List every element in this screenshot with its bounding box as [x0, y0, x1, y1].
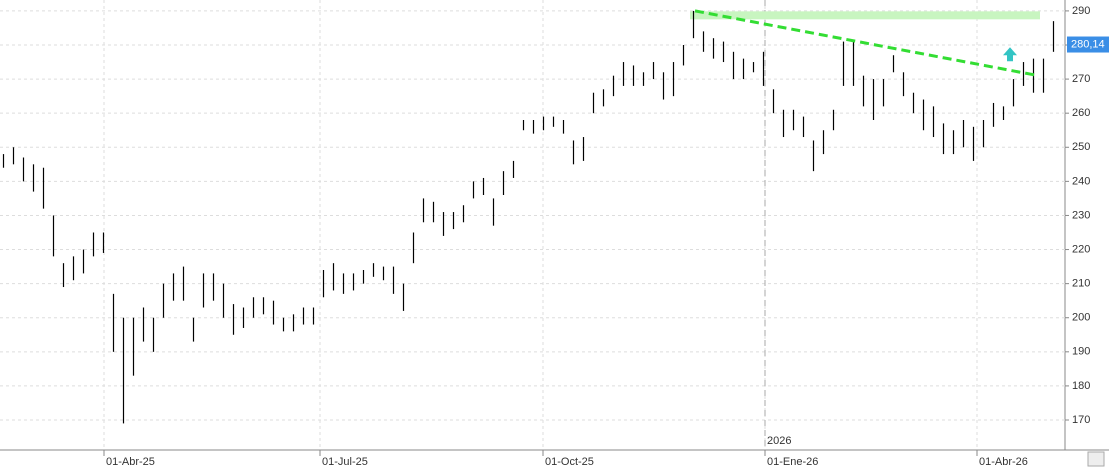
year-label: 2026 [767, 435, 791, 447]
x-tick-label: 01-Jul-25 [322, 456, 368, 468]
trendline [694, 9, 1036, 77]
y-tick-label: 240 [1072, 175, 1090, 187]
scroll-button[interactable] [1087, 451, 1105, 467]
x-tick-label: 01-Abr-25 [106, 456, 155, 468]
y-tick-label: 170 [1072, 414, 1090, 426]
breakout-arrow [1003, 47, 1017, 62]
y-tick-label: 220 [1072, 243, 1090, 255]
y-tick-label: 180 [1072, 380, 1090, 392]
y-tick-label: 270 [1072, 73, 1090, 85]
last-price-box [1067, 36, 1109, 53]
y-tick-label: 260 [1072, 107, 1090, 119]
y-tick-label: 230 [1072, 209, 1090, 221]
x-tick-label: 01-Ene-26 [767, 456, 818, 468]
resistance-band [690, 11, 1040, 20]
x-tick-label: 01-Abr-26 [979, 456, 1028, 468]
y-tick-label: 290 [1072, 5, 1090, 17]
y-tick-label: 250 [1072, 141, 1090, 153]
last-price-label: 280,14 [1071, 38, 1105, 50]
y-tick-label: 190 [1072, 346, 1090, 358]
y-tick-label: 210 [1072, 278, 1090, 290]
y-tick-label: 200 [1072, 312, 1090, 324]
x-tick-label: 01-Oct-25 [545, 456, 594, 468]
